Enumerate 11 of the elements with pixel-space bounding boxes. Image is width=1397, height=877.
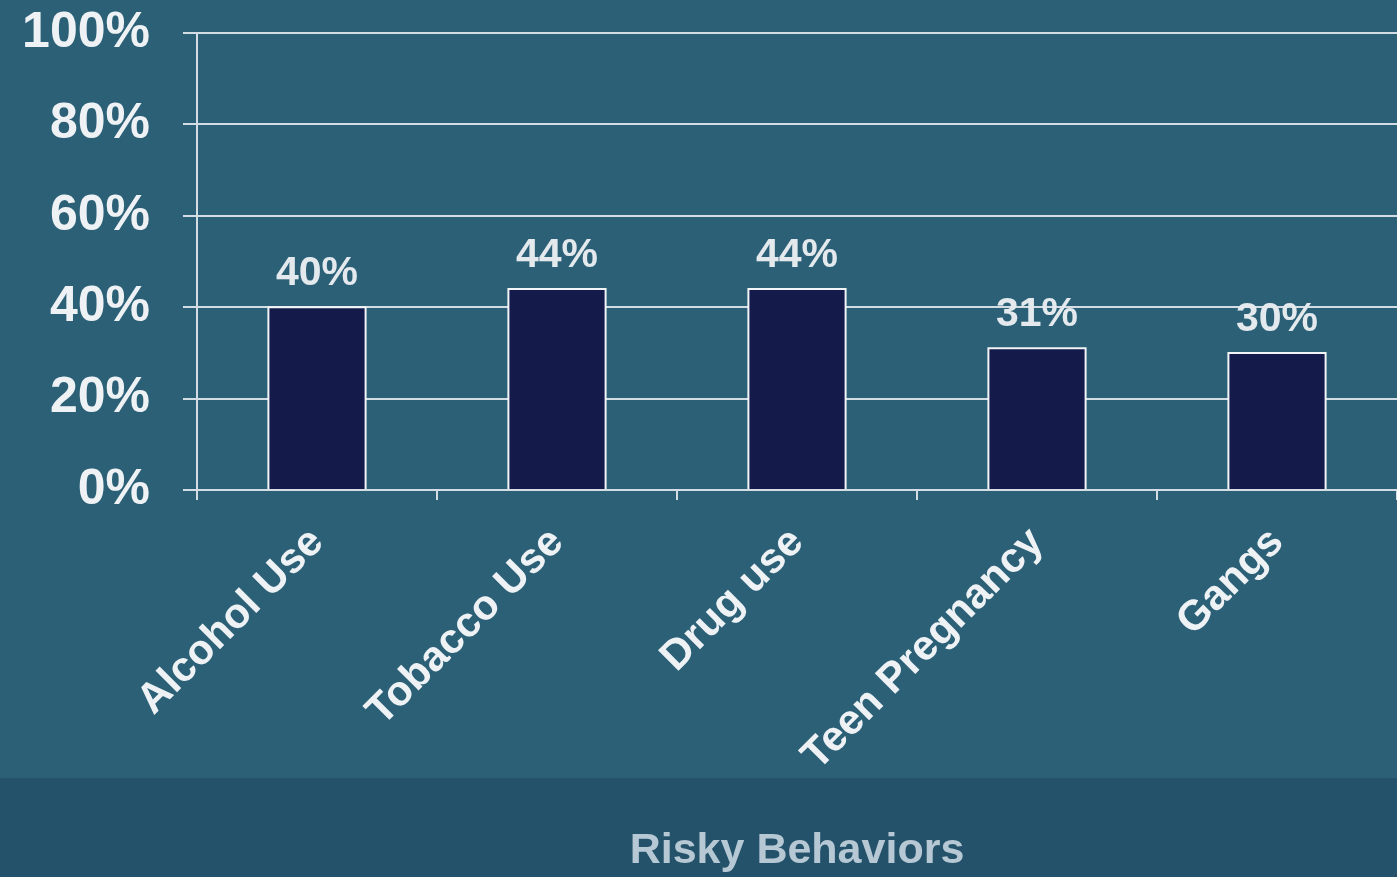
y-tick-label: 80% bbox=[49, 93, 150, 150]
data-label: 44% bbox=[515, 229, 599, 276]
y-tick-label: 60% bbox=[49, 184, 150, 241]
y-tick-label: 20% bbox=[49, 367, 150, 424]
y-tick-label: 40% bbox=[49, 275, 150, 332]
data-label: 30% bbox=[1235, 293, 1319, 340]
data-label: 44% bbox=[755, 229, 839, 276]
y-tick-label: 0% bbox=[77, 458, 150, 515]
y-tick-label: 100% bbox=[22, 1, 150, 58]
x-axis-title: Risky Behaviors bbox=[629, 824, 965, 873]
data-label: 40% bbox=[275, 248, 359, 295]
